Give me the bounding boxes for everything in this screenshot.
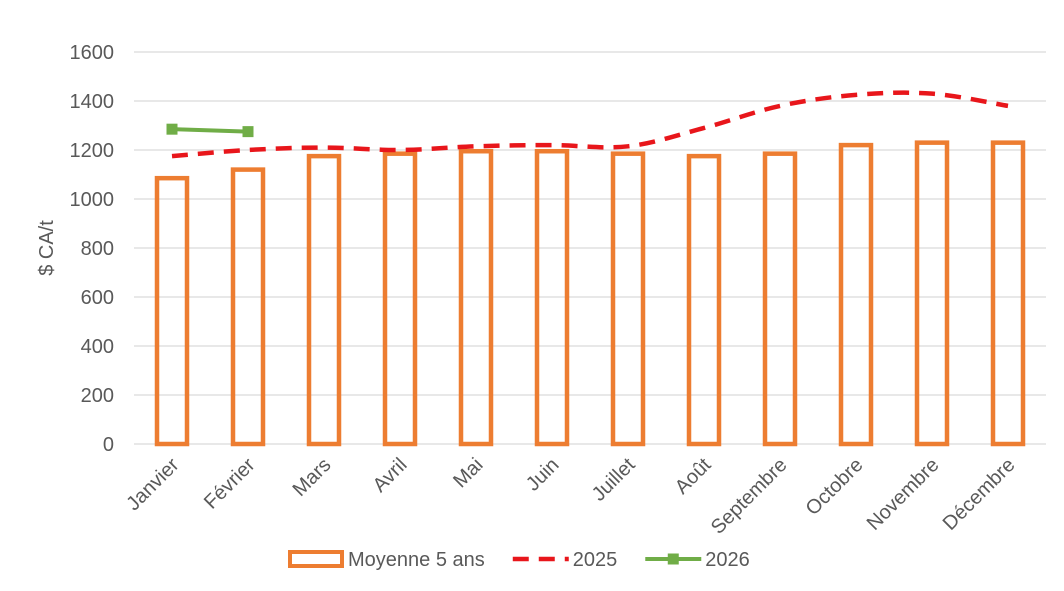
y-tick-label: 200 [81,385,114,407]
legend-marker-2026 [667,553,679,565]
y-tick-label: 600 [81,287,114,309]
marker-2026-janvier [166,123,178,135]
line-2025 [171,90,1009,159]
line-series [166,90,1009,159]
y-tick-label: 0 [103,434,114,456]
x-tick-label: Novembre [863,454,944,535]
y-tick-label: 800 [81,238,114,260]
bar-juillet [610,151,646,447]
bar-juin [534,148,570,447]
bar-novembre [914,140,950,447]
x-tick-label: Septembre [707,454,792,539]
bar-avril [382,151,418,447]
bar-mars [306,153,342,447]
x-tick-label: Août [671,454,716,499]
legend-swatch-moyenne-5-ans [288,550,344,568]
x-tick-label: Décembre [939,454,1020,535]
legend-label-2025: 2025 [573,549,618,571]
x-tick-label: Février [200,454,260,514]
gridlines [134,51,1046,445]
bar-février [230,167,266,447]
bar-janvier [154,175,190,447]
bar-octobre [838,142,874,447]
bar-mai [458,148,494,447]
marker-2026-février [242,126,254,138]
y-tick-label: 1600 [70,42,115,64]
bar-août [686,153,722,447]
x-axis-ticks: Janvier Février Mars Avril Mai Juin Juillet Aoû… [122,454,1019,539]
line-2026 [171,127,249,134]
legend: Moyenne 5 ans 2025 2026 [288,549,750,571]
y-tick-label: 1400 [70,91,115,113]
x-tick-label: Juillet [588,454,640,506]
bar-décembre [990,140,1026,447]
x-tick-label: Avril [369,454,412,497]
y-axis-ticks: 0 200 400 600 800 1000 1200 1400 1600 [70,42,115,456]
y-tick-label: 1000 [70,189,115,211]
x-tick-label: Juin [522,454,564,496]
legend-label-moyenne-5-ans: Moyenne 5 ans [348,549,485,571]
bar-series [154,140,1026,447]
y-tick-label: 1200 [70,140,115,162]
y-tick-label: 400 [81,336,114,358]
x-tick-label: Janvier [122,454,183,515]
legend-label-2026: 2026 [705,549,750,571]
x-tick-label: Mars [289,454,336,501]
y-axis-title: $ CA/t [36,220,58,276]
x-tick-label: Mai [449,454,487,492]
bar-septembre [762,151,798,447]
x-tick-label: Octobre [802,454,868,520]
